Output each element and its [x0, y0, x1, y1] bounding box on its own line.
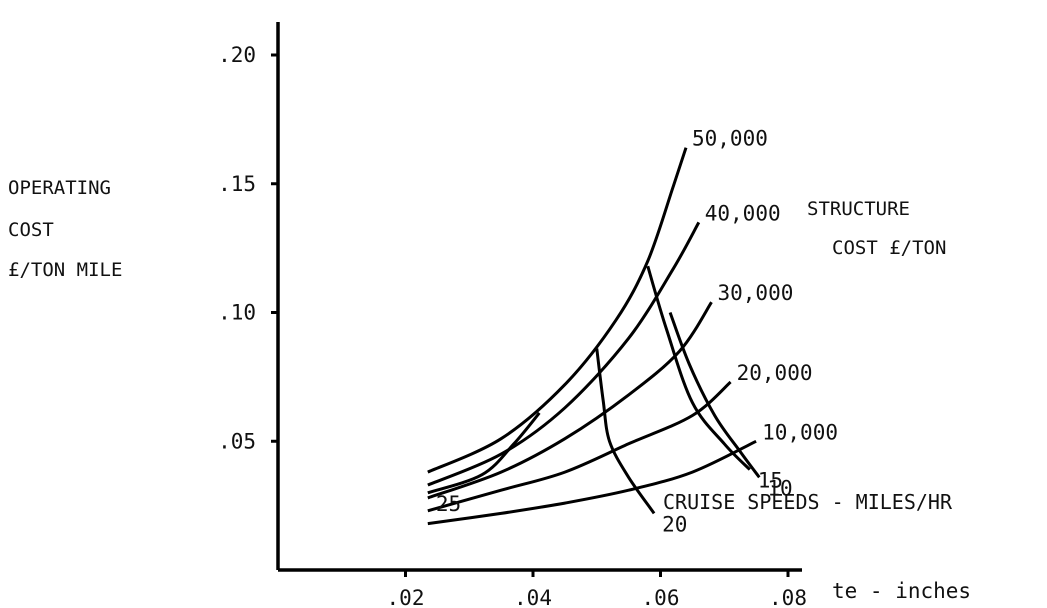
- structure-cost-series-label-2: 30,000: [718, 281, 794, 305]
- structure-cost-curve-0: [427, 147, 688, 474]
- x-tick-label-0: .02: [387, 586, 425, 608]
- cruise-speed-series-label-7: 15: [758, 469, 783, 493]
- x-tick-label-2: .06: [642, 586, 680, 608]
- y-tick-label-2: .15: [218, 172, 256, 196]
- y-axis-label-line-3: £/TON MILE: [8, 259, 122, 281]
- cruise-speed-curve-5: [427, 411, 541, 495]
- x-axis-label: te - inches: [832, 579, 971, 603]
- cruise-speed-curve-6: [595, 348, 656, 515]
- x-tick-label-3: .08: [769, 586, 807, 608]
- cruise-speed-series-label-8: 10: [767, 476, 792, 500]
- cruise-speed-series-label-5: 25: [436, 492, 461, 516]
- y-axis-label-line-2: COST: [8, 219, 54, 241]
- structure-cost-curve-2: [427, 301, 713, 500]
- structure-cost-curve-1: [427, 221, 701, 487]
- y-tick-label-0: .05: [218, 429, 256, 453]
- structure-cost-series-label-3: 20,000: [737, 361, 813, 385]
- structure-cost-series-label-0: 50,000: [692, 127, 768, 151]
- cruise-speed-curve-7: [646, 265, 751, 471]
- y-axis-label-line-1: OPERATING: [8, 177, 111, 199]
- cruise-speed-curve-8: [668, 311, 761, 479]
- structure-cost-label-line-2: COST £/TON: [832, 237, 946, 259]
- y-tick-label-3: .20: [218, 43, 256, 67]
- y-tick-label-1: .10: [218, 301, 256, 325]
- ticks-layer: .02 .04 .06 .08 .05 .10 .15 .20: [218, 43, 807, 608]
- cruise-speed-series-label-6: 20: [662, 512, 687, 536]
- cruise-speeds-label: CRUISE SPEEDS - MILES/HR: [663, 490, 953, 514]
- structure-cost-series-label-4: 10,000: [762, 420, 838, 444]
- structure-cost-curve-4: [427, 439, 757, 526]
- x-tick-label-1: .04: [514, 586, 552, 608]
- structure-cost-curve-3: [427, 380, 732, 513]
- structure-cost-label-line-1: STRUCTURE: [807, 198, 910, 220]
- structure-cost-series-label-1: 40,000: [705, 201, 781, 225]
